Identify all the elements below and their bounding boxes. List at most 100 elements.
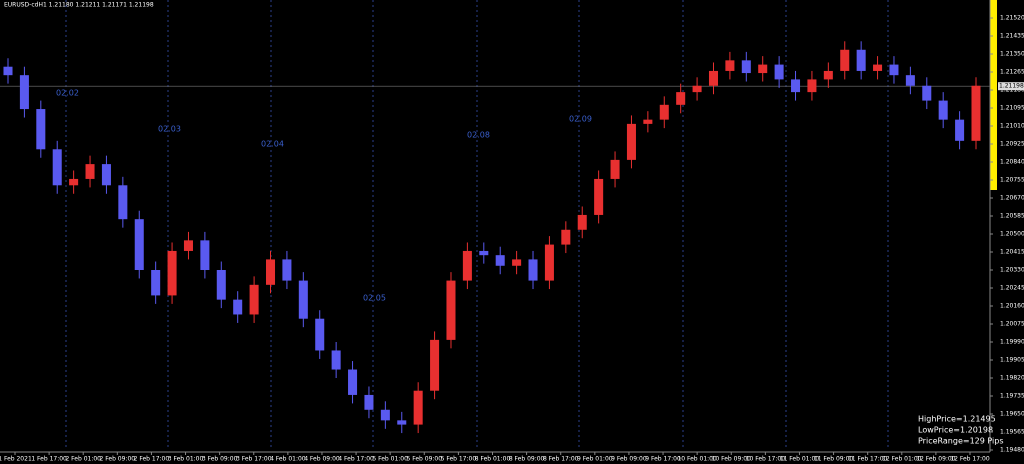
candle-body bbox=[479, 250, 489, 256]
candle-body bbox=[430, 339, 440, 391]
candle-body bbox=[692, 85, 702, 93]
current-price-box bbox=[998, 82, 1024, 91]
y-tick-label: 1.20500 bbox=[1000, 231, 1024, 238]
separator-label: 02.09 bbox=[569, 115, 592, 124]
x-tick-label: 9 Feb 01:00 bbox=[577, 456, 613, 463]
candle-body bbox=[840, 49, 850, 71]
x-tick-label: 11 Feb 17:00 bbox=[848, 456, 888, 463]
candle-body bbox=[331, 350, 341, 370]
x-tick-label: 2 Feb 17:00 bbox=[134, 456, 170, 463]
separator-label: 02.03 bbox=[158, 125, 181, 134]
candle-body bbox=[905, 75, 915, 86]
y-tick-label: 1.20160 bbox=[1000, 303, 1024, 310]
x-tick-label: 4 Feb 09:00 bbox=[304, 456, 340, 463]
info-line: PriceRange=129 Pips bbox=[918, 437, 1004, 446]
candle-body bbox=[413, 390, 423, 425]
candle-body bbox=[758, 64, 768, 74]
candle-body bbox=[233, 299, 243, 315]
x-tick-label: 8 Feb 01:00 bbox=[475, 456, 511, 463]
candle-body bbox=[3, 66, 13, 76]
volume-bar bbox=[990, 0, 997, 190]
separator-label: 02.02 bbox=[56, 89, 79, 98]
x-tick-label: 10 Feb 01:00 bbox=[677, 456, 717, 463]
y-tick-label: 1.21435 bbox=[1000, 33, 1024, 40]
info-line: HighPrice=1.21495 bbox=[918, 415, 996, 424]
candle-body bbox=[626, 123, 636, 160]
y-tick-label: 1.20245 bbox=[1000, 285, 1024, 292]
candle-body bbox=[791, 79, 801, 93]
current-price-label: 1.21198 bbox=[999, 83, 1024, 90]
y-tick-label: 1.19905 bbox=[1000, 357, 1024, 364]
candle-body bbox=[462, 250, 472, 281]
candle-body bbox=[364, 394, 374, 410]
candle-body bbox=[380, 409, 390, 421]
y-tick-label: 1.20840 bbox=[1000, 159, 1024, 166]
x-tick-label: 12 Feb 17:00 bbox=[950, 456, 990, 463]
x-tick-label: 10 Feb 09:00 bbox=[712, 456, 752, 463]
candle-body bbox=[167, 250, 177, 296]
x-tick-label: 4 Feb 17:00 bbox=[338, 456, 374, 463]
candle-body bbox=[676, 92, 686, 105]
y-tick-label: 1.20075 bbox=[1000, 321, 1024, 328]
x-tick-label: 12 Feb 01:00 bbox=[882, 456, 922, 463]
candle-body bbox=[36, 109, 46, 150]
candle-body bbox=[922, 85, 932, 101]
x-tick-label: 8 Feb 09:00 bbox=[509, 456, 545, 463]
candle-body bbox=[183, 240, 193, 251]
candle-body bbox=[512, 259, 522, 266]
separator-label: 02.04 bbox=[261, 140, 284, 149]
x-tick-label: 3 Feb 01:00 bbox=[168, 456, 204, 463]
y-tick-label: 1.21095 bbox=[1000, 105, 1024, 112]
y-tick-label: 1.21350 bbox=[1000, 51, 1024, 58]
y-tick-label: 1.20585 bbox=[1000, 213, 1024, 220]
candle-body bbox=[495, 255, 505, 266]
candle-body bbox=[544, 244, 554, 281]
separator-label: 02.05 bbox=[363, 294, 386, 303]
x-tick-label: 8 Feb 17:00 bbox=[543, 456, 579, 463]
x-tick-label: 5 Feb 09:00 bbox=[407, 456, 443, 463]
candle-body bbox=[315, 318, 325, 351]
candle-body bbox=[823, 70, 833, 80]
candle-body bbox=[659, 104, 669, 120]
candle-body bbox=[69, 178, 79, 186]
y-tick-label: 1.21520 bbox=[1000, 15, 1024, 22]
candle-body bbox=[298, 280, 308, 319]
candle-body bbox=[938, 100, 948, 120]
x-tick-label: 12 Feb 09:00 bbox=[916, 456, 956, 463]
x-tick-label: 4 Feb 01:00 bbox=[270, 456, 306, 463]
candle-body bbox=[216, 270, 226, 300]
candle-body bbox=[955, 119, 965, 141]
candle-body bbox=[397, 420, 407, 425]
y-tick-label: 1.20415 bbox=[1000, 249, 1024, 256]
candle-body bbox=[643, 119, 653, 124]
candle-body bbox=[971, 85, 981, 141]
candle-body bbox=[594, 178, 604, 215]
y-tick-label: 1.19990 bbox=[1000, 339, 1024, 346]
candle-body bbox=[446, 280, 456, 340]
x-tick-label: 3 Feb 17:00 bbox=[236, 456, 272, 463]
chart-title: EURUSD-cdH1 1.21180 1.21211 1.21171 1.21… bbox=[4, 2, 154, 9]
candle-body bbox=[249, 284, 259, 315]
y-tick-label: 1.21265 bbox=[1000, 69, 1024, 76]
x-tick-label: 5 Feb 01:00 bbox=[372, 456, 408, 463]
x-tick-label: 1 Feb 2021 bbox=[0, 456, 32, 463]
candle-body bbox=[873, 64, 883, 71]
candle-body bbox=[856, 49, 866, 71]
x-tick-label: 2 Feb 09:00 bbox=[100, 456, 136, 463]
x-tick-label: 9 Feb 17:00 bbox=[645, 456, 681, 463]
candle-body bbox=[561, 229, 571, 245]
x-tick-label: 2 Feb 01:00 bbox=[65, 456, 101, 463]
candle-body bbox=[200, 240, 210, 270]
x-tick-label: 5 Feb 17:00 bbox=[441, 456, 477, 463]
y-tick-label: 1.20670 bbox=[1000, 195, 1024, 202]
x-tick-label: 3 Feb 09:00 bbox=[202, 456, 238, 463]
y-tick-label: 1.20755 bbox=[1000, 177, 1024, 184]
y-tick-label: 1.20925 bbox=[1000, 141, 1024, 148]
x-tick-label: 9 Feb 09:00 bbox=[611, 456, 647, 463]
candle-body bbox=[52, 149, 62, 186]
x-tick-label: 10 Feb 17:00 bbox=[746, 456, 786, 463]
candle-body bbox=[774, 64, 784, 80]
candle-body bbox=[118, 185, 128, 220]
candle-body bbox=[85, 164, 95, 179]
y-tick-label: 1.19735 bbox=[1000, 393, 1024, 400]
